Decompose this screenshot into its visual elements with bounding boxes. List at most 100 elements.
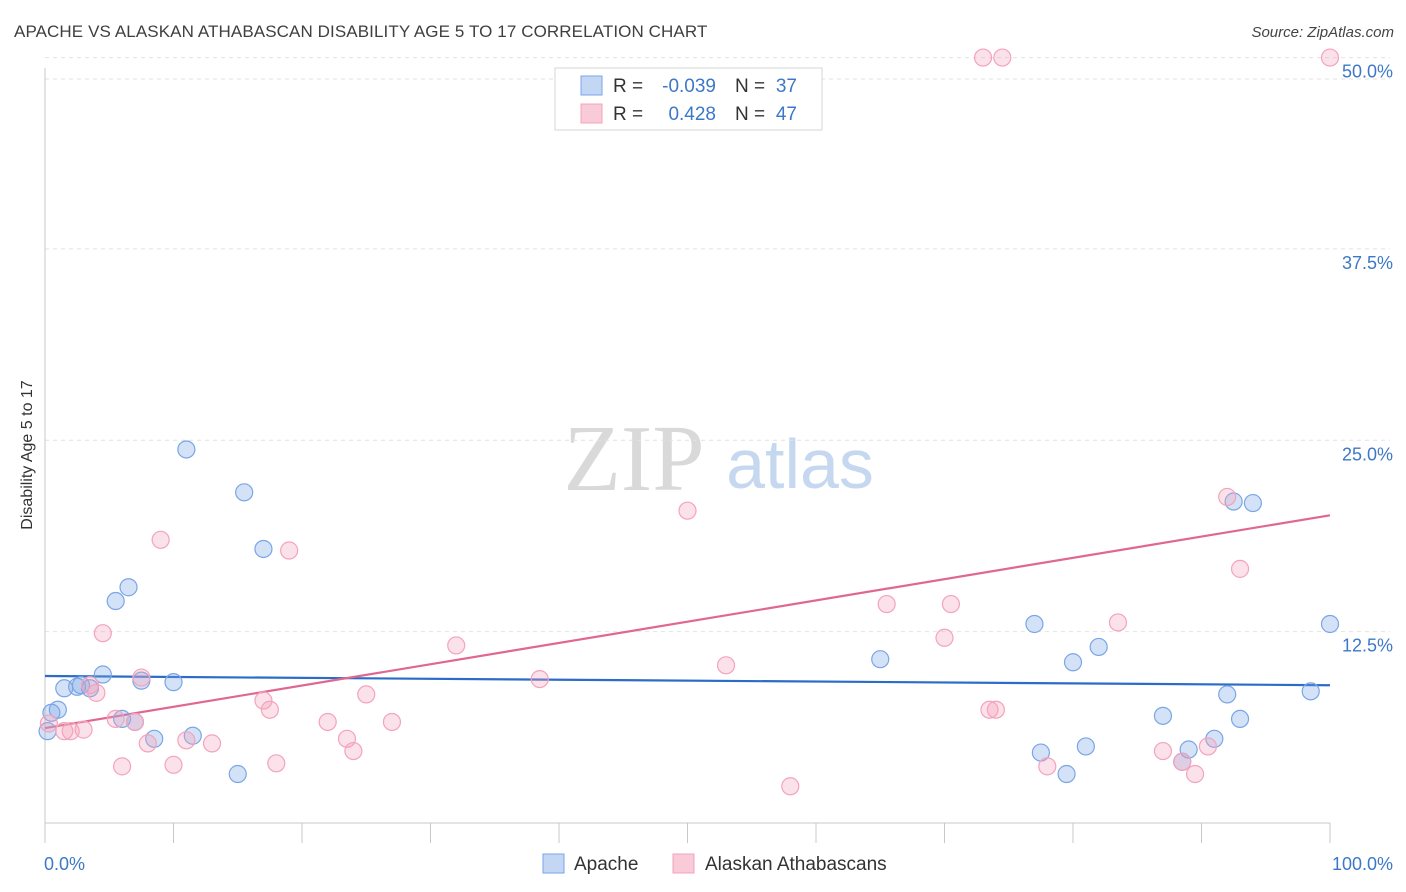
alaskan-point: [1320, 48, 1340, 67]
correlation-legend: R = -0.039 N = 37 R = 0.428 N = 47: [554, 67, 823, 131]
apache-point: [1153, 706, 1173, 725]
alaskan-point: [716, 656, 736, 675]
alaskan-point: [382, 712, 402, 732]
apache-point: [1076, 737, 1095, 756]
alaskan-point: [935, 628, 954, 647]
alaskan-point: [1038, 757, 1057, 776]
watermark-atlas: atlas: [726, 425, 874, 503]
alaskan-point: [1153, 741, 1173, 761]
x-tick-label: 0.0%: [44, 854, 85, 874]
apache-point: [177, 440, 196, 459]
apache-point: [93, 665, 112, 684]
alaskan-point: [260, 700, 279, 719]
y-tick-label: 50.0%: [1342, 62, 1393, 82]
apache-point: [1230, 709, 1250, 729]
alaskan-point: [138, 734, 157, 753]
legend-label-apache: Apache: [574, 854, 638, 875]
alaskan-point: [447, 636, 466, 655]
chart-title: APACHE VS ALASKAN ATHABASCAN DISABILITY …: [14, 22, 708, 41]
apache-point: [164, 673, 183, 692]
alaskan-point: [74, 720, 93, 739]
apache-point: [1025, 614, 1044, 634]
apache-point: [871, 650, 890, 669]
legend-n-value-alaskan: 47: [776, 104, 797, 125]
apache-point: [145, 729, 164, 748]
watermark-zip: ZIP: [564, 407, 705, 511]
apache-point: [1218, 685, 1237, 704]
alaskan-point: [318, 712, 337, 732]
alaskan-point: [87, 683, 106, 702]
alaskan-point: [1185, 764, 1205, 784]
y-tick-label: 12.5%: [1342, 636, 1393, 656]
apache-point: [1063, 653, 1083, 672]
alaskan-point: [941, 594, 961, 614]
legend-r-value-alaskan: 0.428: [668, 104, 716, 125]
alaskan-point: [1108, 613, 1128, 632]
alaskan-point: [980, 700, 999, 719]
alaskan-point: [781, 777, 800, 796]
apache-point: [1224, 492, 1243, 511]
legend-swatch-alaskan: [672, 853, 695, 874]
alaskan-point: [39, 714, 58, 733]
apache-point: [254, 539, 273, 559]
x-tick-label: 100.0%: [1332, 854, 1393, 874]
legend-swatch-apache: [580, 75, 603, 96]
alaskan-point: [1230, 559, 1250, 578]
alaskan-point: [112, 757, 132, 776]
legend-n-value-apache: 37: [776, 76, 797, 97]
alaskan-point: [151, 530, 170, 549]
legend-n-label: N =: [735, 104, 765, 125]
alaskan-point: [177, 731, 196, 750]
alaskan-point: [877, 594, 896, 614]
legend-r-value-apache: -0.039: [662, 76, 716, 97]
apache-point: [106, 591, 125, 611]
alaskan-point: [986, 700, 1006, 719]
alaskan-point: [55, 722, 74, 741]
apache-point: [235, 483, 254, 502]
apache-point: [228, 764, 247, 784]
data-points: [38, 48, 1340, 796]
legend-swatch-apache: [542, 853, 565, 874]
apache-point: [1089, 637, 1108, 657]
legend-swatch-alaskan: [580, 103, 603, 124]
axes: [44, 68, 1331, 843]
apache-point: [183, 726, 202, 745]
alaskan-point: [93, 624, 112, 643]
grid-lines: [45, 57, 1390, 633]
alaskan-point: [357, 685, 376, 704]
source-label: Source: ZipAtlas.com: [1251, 24, 1394, 41]
alaskan-point: [106, 709, 125, 729]
apache-point: [1301, 682, 1320, 701]
tick-labels: 12.5% 25.0% 37.5% 50.0% 0.0% 100.0%: [44, 62, 1393, 874]
legend-r-label: R =: [613, 104, 643, 125]
alaskan-point: [1173, 752, 1192, 771]
alaskan-point: [344, 741, 363, 761]
alaskan-point: [132, 668, 151, 687]
y-tick-label: 37.5%: [1342, 253, 1393, 273]
apache-point: [1320, 614, 1340, 634]
series-legend: Apache Alaskan Athabascans: [542, 853, 887, 875]
alaskan-point: [530, 669, 549, 689]
alaskan-point: [1218, 487, 1237, 507]
y-tick-label: 25.0%: [1342, 444, 1393, 464]
alaskan-point: [678, 501, 697, 520]
alaskan-point: [280, 541, 299, 560]
alaskan-point: [202, 734, 222, 753]
alaskan-point: [993, 48, 1012, 67]
alaskan-trend-line: [44, 514, 1331, 730]
legend-label-alaskan: Alaskan Athabascans: [705, 854, 887, 875]
alaskan-point: [973, 48, 993, 67]
alaskan-point: [254, 691, 273, 710]
alaskan-point: [164, 755, 183, 774]
legend-n-label: N =: [735, 76, 765, 97]
apache-point: [48, 700, 67, 719]
alaskan-point: [125, 712, 145, 732]
alaskan-point: [1198, 737, 1218, 756]
apache-point: [1057, 764, 1076, 784]
alaskan-point: [267, 754, 286, 773]
apache-point: [1243, 493, 1263, 513]
apache-point: [119, 578, 138, 597]
apache-trend-line: [44, 674, 1331, 687]
legend-r-label: R =: [613, 76, 643, 97]
